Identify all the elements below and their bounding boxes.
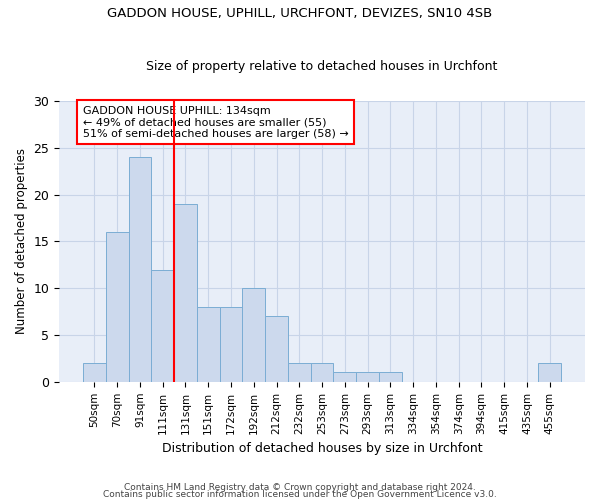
Bar <box>334 372 356 382</box>
Bar <box>242 288 265 382</box>
Bar <box>197 307 220 382</box>
X-axis label: Distribution of detached houses by size in Urchfont: Distribution of detached houses by size … <box>162 442 482 455</box>
Bar <box>311 363 334 382</box>
Bar <box>174 204 197 382</box>
Bar <box>83 363 106 382</box>
Text: Contains public sector information licensed under the Open Government Licence v3: Contains public sector information licen… <box>103 490 497 499</box>
Bar <box>106 232 128 382</box>
Bar <box>379 372 402 382</box>
Text: GADDON HOUSE UPHILL: 134sqm
← 49% of detached houses are smaller (55)
51% of sem: GADDON HOUSE UPHILL: 134sqm ← 49% of det… <box>83 106 349 139</box>
Bar <box>356 372 379 382</box>
Bar <box>151 270 174 382</box>
Bar <box>265 316 288 382</box>
Bar <box>220 307 242 382</box>
Y-axis label: Number of detached properties: Number of detached properties <box>15 148 28 334</box>
Bar <box>128 157 151 382</box>
Title: Size of property relative to detached houses in Urchfont: Size of property relative to detached ho… <box>146 60 498 74</box>
Text: GADDON HOUSE, UPHILL, URCHFONT, DEVIZES, SN10 4SB: GADDON HOUSE, UPHILL, URCHFONT, DEVIZES,… <box>107 8 493 20</box>
Bar <box>538 363 561 382</box>
Bar <box>288 363 311 382</box>
Text: Contains HM Land Registry data © Crown copyright and database right 2024.: Contains HM Land Registry data © Crown c… <box>124 484 476 492</box>
